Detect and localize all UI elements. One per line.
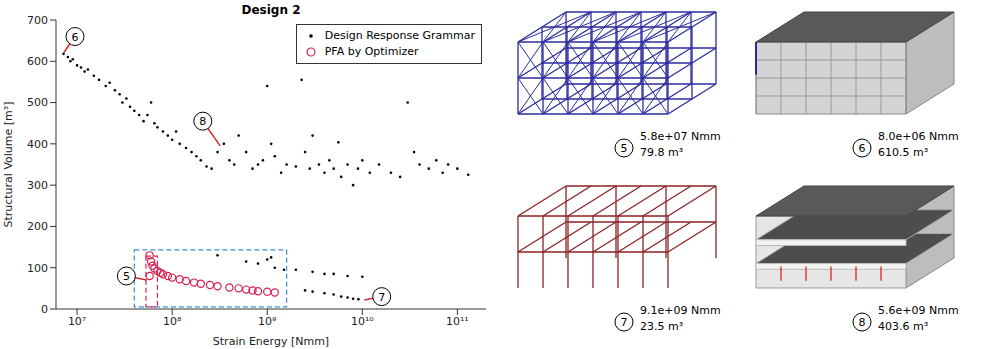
html-text:PFA by Optimizer: PFA by Optimizer (324, 45, 419, 58)
svg-text:400: 400 (27, 138, 48, 151)
svg-text:8: 8 (199, 115, 206, 128)
svg-text:23.5 m³: 23.5 m³ (640, 320, 683, 333)
svg-text:8.0e+06 Nmm: 8.0e+06 Nmm (878, 130, 959, 143)
svg-text:9.1e+09 Nmm: 9.1e+09 Nmm (640, 304, 721, 317)
svg-text:100: 100 (27, 262, 48, 275)
svg-text:300: 300 (27, 179, 48, 192)
svg-text:700: 700 (27, 14, 48, 27)
svg-text:6: 6 (859, 142, 866, 155)
svg-text:5.8e+07 Nmm: 5.8e+07 Nmm (640, 130, 721, 143)
svg-text:10¹⁰: 10¹⁰ (351, 315, 374, 328)
svg-text:6: 6 (71, 31, 78, 44)
svg-text:5: 5 (123, 270, 130, 283)
svg-text:10¹¹: 10¹¹ (446, 315, 469, 328)
svg-text:8: 8 (859, 316, 866, 329)
svg-text:600: 600 (27, 55, 48, 68)
html-text:Design Response Grammar: Design Response Grammar (324, 29, 475, 42)
svg-text:5: 5 (621, 142, 628, 155)
html-text:Design 2: Design 2 (241, 3, 301, 17)
svg-text:Strain Energy [Nmm]: Strain Energy [Nmm] (213, 335, 329, 348)
svg-text:200: 200 (27, 220, 48, 233)
svg-text:403.6 m³: 403.6 m³ (878, 320, 928, 333)
svg-text:500: 500 (27, 96, 48, 109)
svg-text:610.5 m³: 610.5 m³ (878, 146, 928, 159)
svg-text:5.6e+09 Nmm: 5.6e+09 Nmm (878, 304, 959, 317)
svg-text:79.8 m³: 79.8 m³ (640, 146, 683, 159)
svg-text:7: 7 (621, 316, 628, 329)
svg-text:Structural Volume [m³]: Structural Volume [m³] (2, 101, 15, 227)
svg-text:0: 0 (41, 303, 48, 316)
svg-text:7: 7 (378, 291, 385, 304)
svg-text:10⁷: 10⁷ (68, 315, 86, 328)
svg-text:10⁸: 10⁸ (163, 315, 182, 328)
svg-text:10⁹: 10⁹ (258, 315, 276, 328)
